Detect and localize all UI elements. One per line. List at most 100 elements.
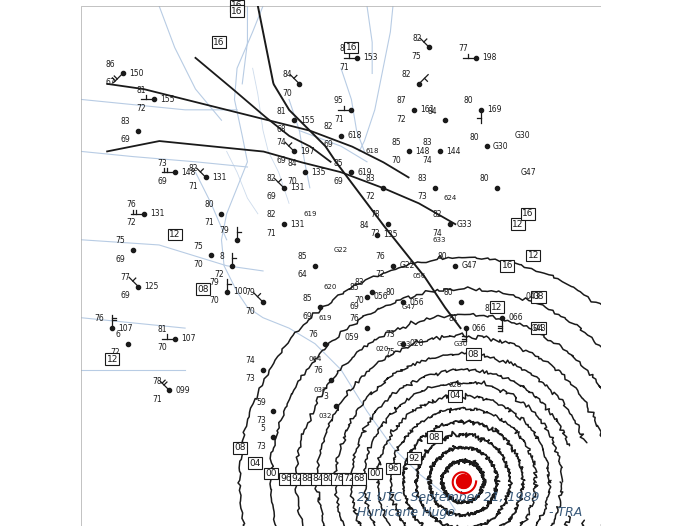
- Text: 80: 80: [443, 288, 453, 297]
- Text: 96: 96: [281, 474, 292, 483]
- Text: 619: 619: [357, 168, 372, 177]
- Text: 70: 70: [246, 307, 255, 316]
- Text: 135: 135: [383, 230, 398, 239]
- Text: 84: 84: [287, 159, 297, 168]
- Text: 82: 82: [267, 174, 276, 183]
- Text: 78: 78: [370, 210, 380, 219]
- Text: 76: 76: [95, 315, 104, 324]
- Text: 72: 72: [370, 229, 380, 238]
- Text: 74: 74: [246, 356, 255, 365]
- Text: 83: 83: [422, 138, 432, 147]
- Text: 75: 75: [194, 242, 203, 251]
- Text: 70: 70: [282, 89, 292, 97]
- Text: 95: 95: [334, 96, 344, 105]
- Text: 037: 037: [314, 387, 327, 394]
- Text: 155: 155: [160, 95, 175, 104]
- Text: 76: 76: [333, 474, 344, 483]
- Text: G30: G30: [515, 131, 531, 140]
- Text: 12: 12: [512, 220, 523, 229]
- Text: 69: 69: [323, 141, 333, 150]
- Text: 81: 81: [277, 106, 286, 115]
- Text: Hurricane Hugo: Hurricane Hugo: [357, 506, 454, 519]
- Text: 197: 197: [301, 147, 315, 156]
- Text: 066: 066: [508, 313, 523, 322]
- Text: 82: 82: [402, 70, 411, 79]
- Text: 82: 82: [189, 164, 198, 173]
- Text: 85: 85: [391, 138, 401, 147]
- Text: 12: 12: [528, 251, 539, 260]
- Text: 8: 8: [220, 252, 224, 261]
- Text: 70: 70: [209, 296, 219, 306]
- Text: 148: 148: [415, 147, 429, 156]
- Text: G22: G22: [334, 247, 348, 253]
- Text: 80: 80: [464, 96, 473, 105]
- Text: G22: G22: [399, 261, 415, 270]
- Text: 69: 69: [157, 177, 167, 186]
- Text: 76: 76: [375, 252, 385, 261]
- Text: 79: 79: [209, 278, 219, 287]
- Text: 144: 144: [446, 147, 460, 156]
- Text: 150: 150: [129, 69, 143, 78]
- Text: 6: 6: [115, 330, 120, 339]
- Text: 75: 75: [412, 52, 421, 61]
- Text: 71: 71: [204, 219, 213, 228]
- Text: 88: 88: [301, 474, 313, 483]
- Text: 69: 69: [303, 312, 312, 321]
- Text: 71: 71: [152, 395, 162, 404]
- Text: 066: 066: [472, 324, 486, 333]
- Text: 81: 81: [158, 325, 167, 334]
- Text: 81: 81: [449, 315, 458, 324]
- Text: 68: 68: [353, 474, 365, 483]
- Text: 75: 75: [386, 348, 396, 357]
- Text: 84: 84: [428, 106, 437, 115]
- Text: G47: G47: [520, 168, 536, 177]
- Text: 72: 72: [365, 192, 375, 201]
- Text: 96: 96: [387, 464, 399, 473]
- Text: 74: 74: [277, 138, 286, 147]
- Text: 71: 71: [339, 63, 349, 72]
- Text: 153: 153: [363, 53, 377, 62]
- Text: 92: 92: [408, 454, 419, 463]
- Text: 69: 69: [349, 301, 359, 310]
- Text: 75: 75: [115, 237, 125, 246]
- Text: 72: 72: [214, 270, 224, 279]
- Text: 72: 72: [136, 104, 146, 113]
- Text: 80: 80: [438, 252, 447, 261]
- Text: 84: 84: [282, 70, 292, 79]
- Text: 028: 028: [449, 382, 462, 388]
- Text: 85: 85: [350, 283, 359, 292]
- Text: 76: 76: [349, 315, 359, 324]
- Text: 125: 125: [145, 282, 159, 291]
- Text: 83: 83: [365, 174, 375, 183]
- Text: 056: 056: [410, 298, 424, 307]
- Text: 81: 81: [136, 86, 146, 95]
- Text: 107: 107: [119, 324, 133, 333]
- Text: 92: 92: [291, 474, 303, 483]
- Text: 04: 04: [250, 458, 261, 468]
- Text: 12: 12: [491, 303, 503, 312]
- Text: 86: 86: [105, 60, 115, 69]
- Text: 3: 3: [323, 393, 328, 402]
- Text: 82: 82: [433, 210, 443, 219]
- Text: 85: 85: [297, 252, 307, 261]
- Text: 08: 08: [198, 285, 209, 294]
- Text: 82: 82: [324, 122, 333, 131]
- Text: G43: G43: [531, 324, 546, 333]
- Text: - TRA: - TRA: [549, 506, 582, 519]
- Text: 099: 099: [176, 386, 190, 395]
- Text: 16: 16: [213, 38, 224, 47]
- Text: 70: 70: [157, 343, 167, 352]
- Text: G47: G47: [462, 261, 477, 270]
- Text: 59: 59: [256, 397, 266, 407]
- Text: 70: 70: [287, 177, 297, 186]
- Text: 69: 69: [121, 135, 130, 144]
- Text: 04: 04: [533, 324, 544, 333]
- Text: 131: 131: [290, 220, 304, 229]
- Text: 73: 73: [417, 192, 427, 201]
- Text: 68: 68: [277, 125, 286, 134]
- Text: 69: 69: [334, 177, 344, 186]
- Text: 12: 12: [169, 230, 180, 239]
- Text: 020: 020: [376, 346, 389, 352]
- Text: 08: 08: [468, 349, 479, 358]
- Text: 80: 80: [323, 474, 333, 483]
